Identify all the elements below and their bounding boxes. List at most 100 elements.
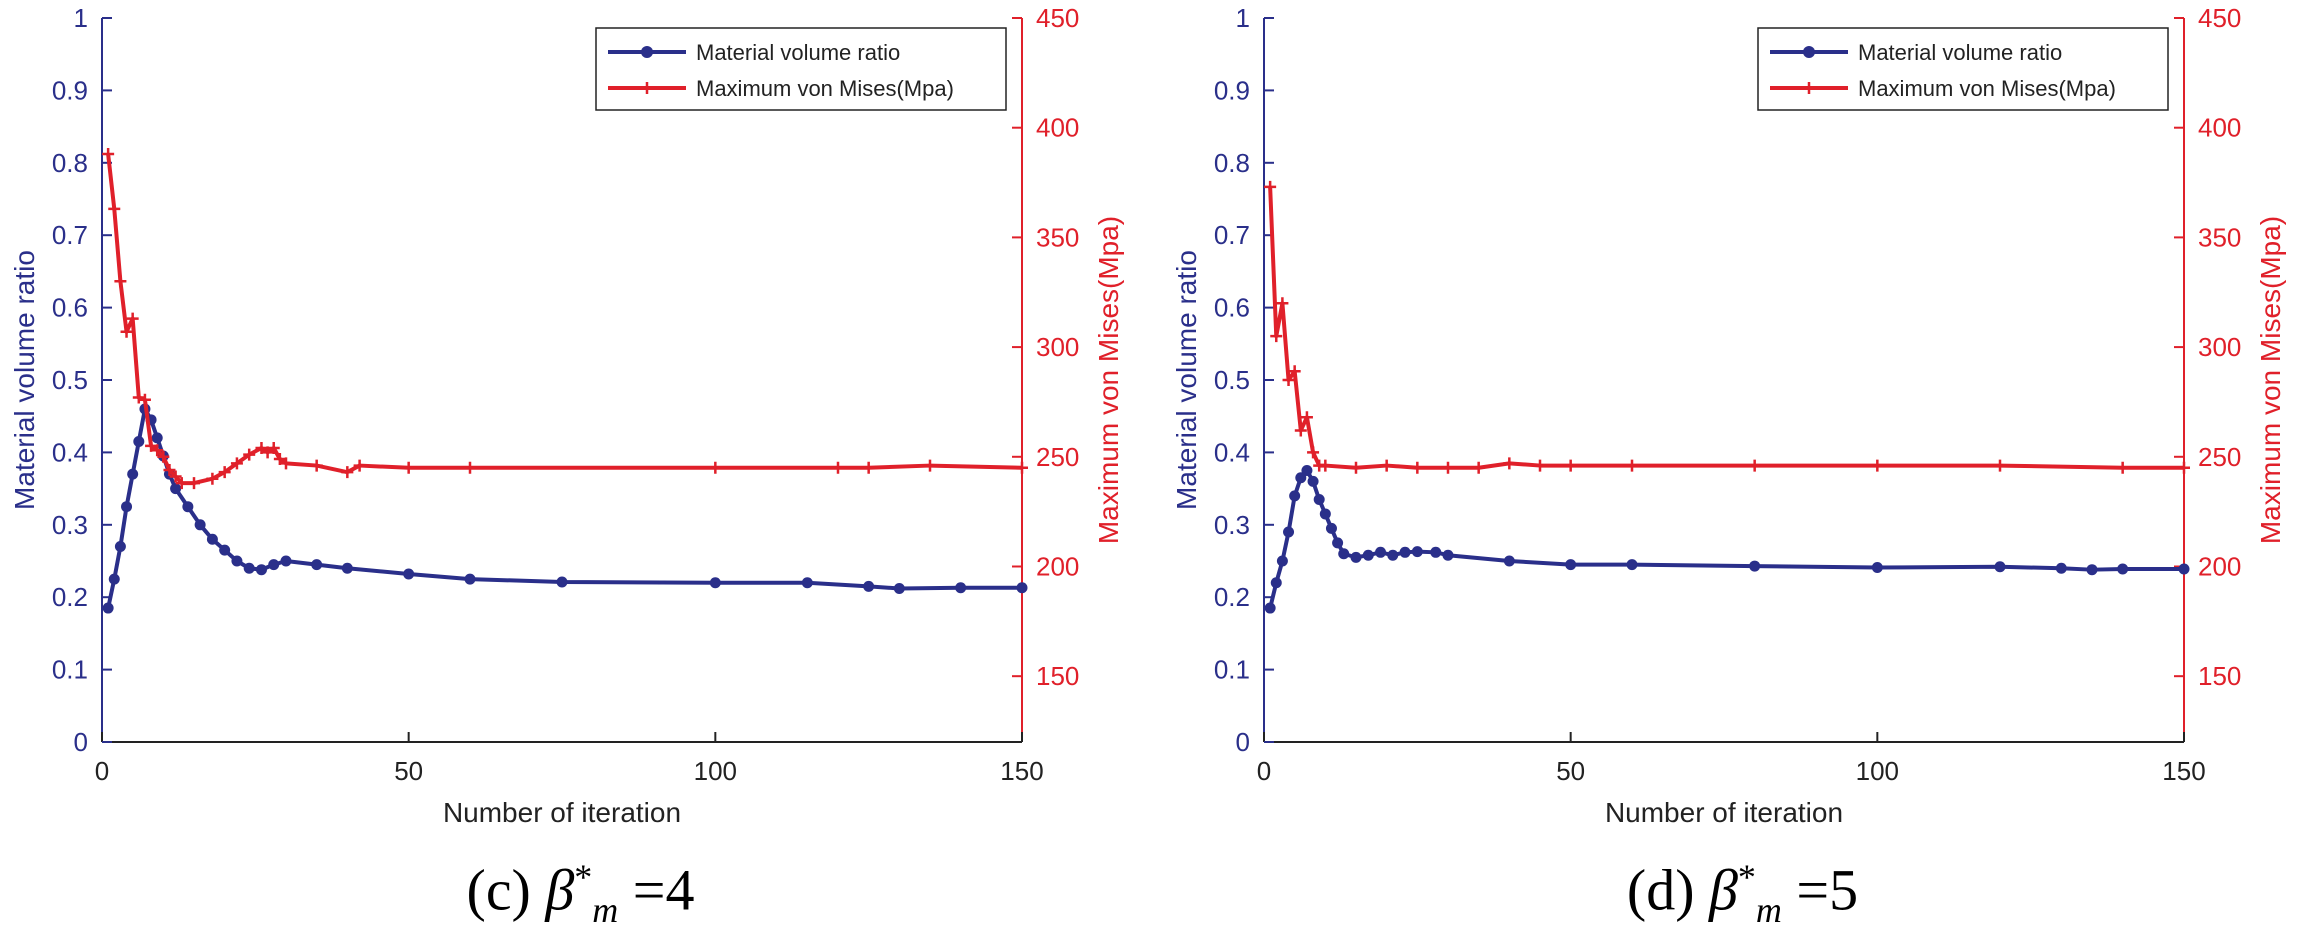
caption-c: (c) β*m =4	[0, 856, 1161, 931]
right-y-tick-label: 150	[1036, 661, 1079, 691]
von-mises-line	[106, 153, 1023, 486]
left-y-tick-label: 0.1	[1214, 655, 1250, 685]
left-y-tick-label: 0.3	[1214, 510, 1250, 540]
von-mises-point	[1294, 424, 1307, 437]
von-mises-point	[169, 470, 182, 483]
right-y-tick-label: 300	[2198, 332, 2241, 362]
volume-ratio-point	[1749, 560, 1761, 572]
caption-sup: *	[1737, 857, 1756, 897]
right-y-tick-label: 350	[1036, 222, 1079, 252]
von-mises-point	[341, 466, 354, 479]
left-y-tick-label: 0.5	[1214, 365, 1250, 395]
volume-ratio-point	[1295, 472, 1307, 484]
volume-ratio-point	[556, 576, 568, 588]
chart-d: 0 50 100 150 0 0.1 0.2 0.3 0.4 0.5 0.6 0.7 0.8 0.9 1 15…	[1171, 3, 2286, 828]
von-mises-point	[102, 148, 115, 161]
left-y-tick-label: 0.9	[1214, 75, 1250, 105]
left-y-tick-label: 0.9	[52, 75, 88, 105]
von-mises-point	[132, 391, 145, 404]
volume-ratio-point	[1430, 546, 1442, 558]
caption-sub: m	[592, 889, 619, 930]
legend-label: Maximum von Mises(Mpa)	[696, 76, 954, 101]
volume-ratio-point	[2086, 564, 2098, 576]
volume-ratio-point	[102, 602, 114, 614]
x-tick-label: 150	[2162, 756, 2205, 786]
right-y-tick-label: 200	[1036, 551, 1079, 581]
volume-ratio-point	[231, 555, 243, 567]
volume-ratio-point	[893, 583, 905, 595]
right-y-axis-label: Maximum von Mises(Mpa)	[2255, 216, 2286, 544]
von-mises-point	[1288, 365, 1301, 378]
volume-ratio-point	[2178, 563, 2190, 575]
von-mises-point	[261, 446, 274, 459]
von-mises-point	[353, 459, 366, 472]
von-mises-point	[108, 202, 121, 215]
von-mises-point	[1994, 459, 2006, 472]
von-mises-point	[1307, 446, 1320, 459]
volume-ratio-point	[709, 577, 721, 589]
left-y-tick-label: 1	[74, 3, 88, 33]
right-y-tick-label: 400	[2198, 113, 2241, 143]
volume-ratio-point	[1264, 602, 1276, 614]
von-mises-point	[402, 461, 415, 474]
volume-ratio-point	[243, 562, 255, 574]
von-mises-point	[126, 312, 139, 325]
von-mises-point	[464, 461, 476, 474]
volume-ratio-point	[341, 562, 353, 574]
chart-panel-d: 0 50 100 150 0 0.1 0.2 0.3 0.4 0.5 0.6 0.7 0.8 0.9 1 15…	[1162, 0, 2323, 930]
von-mises-line	[1268, 186, 2184, 470]
volume-ratio-point	[1565, 559, 1577, 571]
volume-ratio-point	[2055, 562, 2067, 574]
volume-ratio-point	[311, 559, 323, 571]
volume-ratio-point	[1442, 549, 1454, 561]
left-y-tick-label: 0.4	[1214, 437, 1250, 467]
caption-symbol: β	[545, 857, 575, 923]
caption-symbol: β	[1709, 857, 1738, 923]
volume-ratio-point	[219, 544, 231, 556]
von-mises-point	[1626, 459, 1638, 472]
volume-ratio-point	[1276, 555, 1288, 567]
left-y-tick-label: 0.2	[52, 582, 88, 612]
von-mises-point	[280, 457, 292, 470]
legend-box	[1757, 27, 2169, 111]
volume-ratio-point	[464, 573, 476, 585]
x-tick-label: 100	[1856, 756, 1899, 786]
von-mises-point	[1534, 459, 1546, 472]
volume-ratio-point	[170, 483, 182, 495]
volume-ratio-point	[182, 501, 194, 513]
von-mises-point	[1319, 459, 1332, 472]
volume-ratio-point	[1411, 546, 1423, 558]
legend-marker-circle	[641, 46, 653, 58]
volume-ratio-point	[1283, 526, 1295, 538]
von-mises-point	[1871, 459, 1884, 472]
volume-ratio-point	[1270, 577, 1282, 589]
von-mises-point	[138, 393, 151, 406]
left-y-tick-label: 0.7	[52, 220, 88, 250]
left-y-tick-label: 0.7	[1214, 220, 1250, 250]
volume-ratio-point	[255, 564, 267, 576]
volume-ratio-point	[1994, 561, 2006, 573]
volume-ratio-point	[121, 501, 133, 513]
x-axis-label: Number of iteration	[1605, 797, 1843, 828]
volume-ratio-point	[1332, 537, 1344, 549]
legend-label: Maximum von Mises(Mpa)	[1858, 76, 2116, 101]
volume-ratio-point	[151, 432, 163, 444]
volume-ratio-point	[1503, 555, 1515, 567]
x-tick-label: 0	[1257, 756, 1271, 786]
left-y-tick-label: 0.5	[52, 365, 88, 395]
von-mises-point	[862, 461, 875, 474]
caption-prefix: (c)	[466, 857, 546, 923]
volume-ratio-point	[1362, 549, 1374, 561]
von-mises-point	[1442, 461, 1454, 474]
volume-ratio-point	[1350, 551, 1362, 563]
left-y-tick-label: 0.8	[52, 148, 88, 178]
left-y-axis-label: Material volume ratio	[9, 250, 40, 510]
von-mises-point	[1016, 461, 1028, 474]
caption-prefix: (d)	[1626, 857, 1710, 923]
x-tick-label: 0	[95, 756, 109, 786]
volume-ratio-point	[955, 582, 967, 594]
volume-ratio-line	[106, 406, 1022, 609]
von-mises-point	[1472, 461, 1485, 474]
right-y-tick-label: 150	[2198, 661, 2241, 691]
volume-ratio-point	[194, 519, 206, 531]
